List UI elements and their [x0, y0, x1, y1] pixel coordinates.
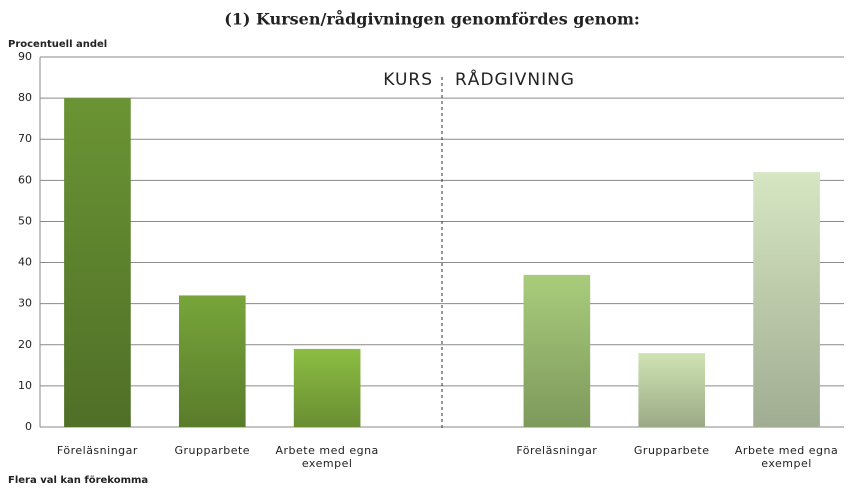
x-tick-label: Grupparbete: [633, 444, 710, 457]
x-tick-label: Föreläsningar: [56, 444, 138, 457]
y-axis-label: Procentuell andel: [8, 39, 107, 50]
bar: [523, 274, 591, 427]
y-tick-label: 90: [18, 50, 32, 63]
bar: [753, 172, 820, 427]
bar: [64, 98, 131, 427]
y-tick-label: 80: [18, 91, 32, 104]
annotation: RÅDGIVNING: [455, 68, 575, 90]
y-tick-label: 60: [18, 173, 32, 186]
y-tick-label: 40: [18, 256, 32, 269]
y-tick-label: 30: [18, 297, 32, 310]
y-tick-label: 50: [18, 214, 32, 227]
x-tick-label: Arbete med egna exempel: [275, 444, 379, 470]
y-tick-label: 70: [18, 132, 32, 145]
bar: [178, 295, 246, 427]
x-tick-label: Föreläsningar: [516, 444, 598, 457]
y-tick-label: 10: [18, 379, 32, 392]
y-tick-label: 20: [18, 338, 32, 351]
x-tick-label: Arbete med egna exempel: [734, 444, 839, 470]
y-tick-label: 0: [25, 420, 32, 433]
bar: [293, 348, 361, 427]
annotation: KURS: [383, 70, 433, 90]
bar: [638, 353, 706, 427]
chart-title: (1) Kursen/rådgivningen genomfördes geno…: [224, 9, 640, 29]
x-tick-label: Grupparbete: [174, 444, 251, 457]
footnote: Flera val kan förekomma: [8, 475, 148, 486]
